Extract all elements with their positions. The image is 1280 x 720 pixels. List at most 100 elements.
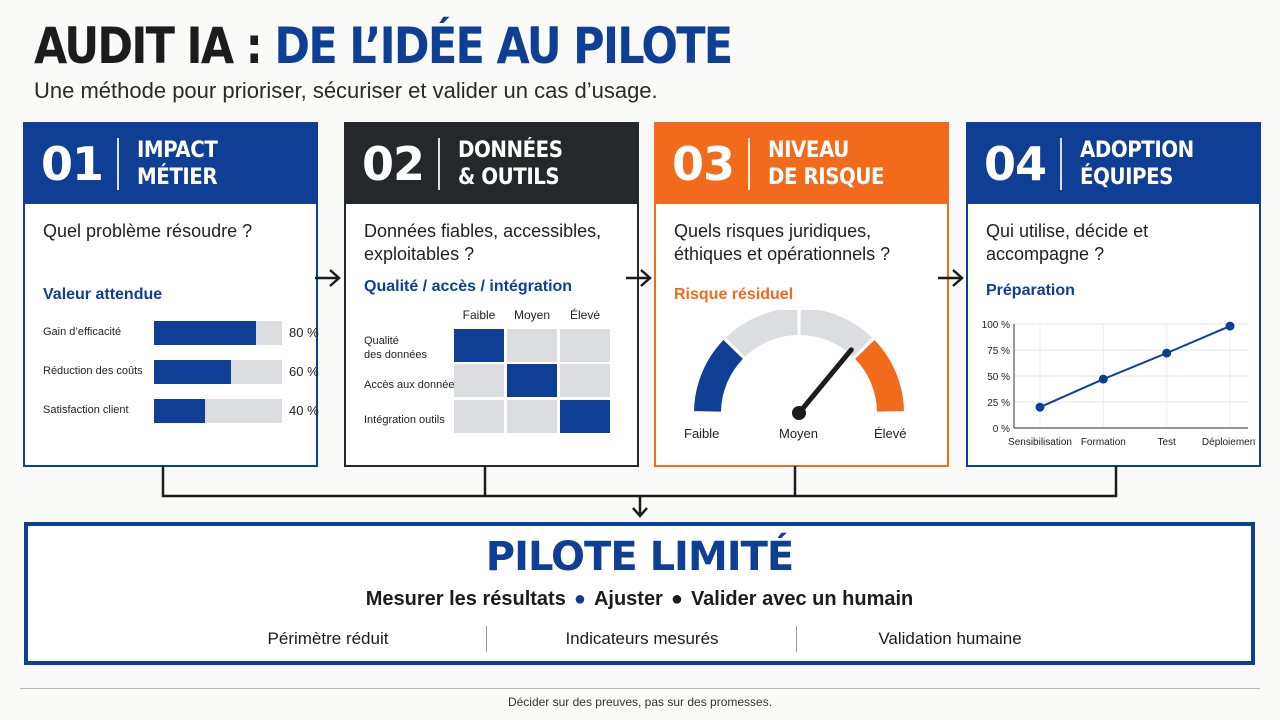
- card-adoption-equipes: 04 ADOPTION ÉQUIPES Qui utilise, décide …: [966, 122, 1261, 467]
- card-question: Qui utilise, décide et accompagne ?: [986, 221, 1149, 264]
- matrix-row-label: Intégration outils: [364, 414, 445, 426]
- bar-label: Satisfaction client: [43, 404, 129, 416]
- x-tick-label: Formation: [1081, 437, 1126, 448]
- y-tick-label: 100 %: [982, 320, 1010, 331]
- matrix-cell: [507, 329, 557, 362]
- pilot-step: Valider avec un humain: [690, 588, 914, 610]
- card-header: 01 IMPACT MÉTIER: [25, 124, 316, 204]
- pilot-title: PILOTE LIMITÉ: [485, 534, 794, 580]
- card-header: 04 ADOPTION ÉQUIPES: [968, 124, 1259, 204]
- matrix-row-label: Qualité des données: [364, 334, 464, 362]
- readiness-line-chart: 100 % 75 % 50 % 25 % 0 % Sensibilisation Forma…: [982, 320, 1256, 448]
- data-point: [1225, 321, 1235, 331]
- bar-track: [154, 399, 282, 423]
- gauge-segment: [800, 310, 872, 357]
- right-arrow-icon: [315, 269, 341, 287]
- gauge-needle: [796, 347, 854, 416]
- footer-text: Décider sur des preuves, pas sur des pro…: [507, 695, 773, 709]
- page-title: AUDIT IA : DE L’IDÉE AU PILOTE: [34, 14, 733, 78]
- divider: [486, 626, 487, 652]
- card-title-line-2: DE RISQUE: [768, 165, 885, 190]
- card-number: 01: [41, 137, 104, 191]
- header-divider: [438, 138, 440, 190]
- card-header: 02 DONNÉES & OUTILS: [346, 124, 637, 204]
- x-tick-label: Test: [1157, 437, 1176, 448]
- connector-lines: [161, 466, 1118, 518]
- card-title: NIVEAU DE RISQUE: [768, 137, 885, 191]
- matrix-column-label: Faible: [462, 308, 496, 322]
- title-part-1: AUDIT IA :: [34, 17, 275, 75]
- matrix-cell: [560, 400, 610, 433]
- bar-row: Gain d’efficacité 80 %: [43, 321, 319, 347]
- pilot-step: Mesurer les résultats: [365, 588, 566, 610]
- bar-label: Réduction des coûts: [43, 365, 143, 377]
- matrix-column-label: Élevé: [569, 308, 601, 322]
- section-title: Qualité / accès / intégration: [364, 278, 573, 295]
- pilot-step: Ajuster: [593, 588, 663, 610]
- card-title: IMPACT MÉTIER: [137, 137, 218, 191]
- risk-gauge: [694, 310, 904, 420]
- card-title-line-1: NIVEAU: [768, 138, 849, 163]
- footer-divider: [20, 688, 1260, 689]
- section-title: Valeur attendue: [43, 286, 163, 303]
- data-point: [1035, 402, 1045, 412]
- page-subtitle: Une méthode pour prioriser, sécuriser et…: [34, 78, 658, 103]
- card-impact-metier: 01 IMPACT MÉTIER Quel problème résoudre …: [23, 122, 319, 467]
- y-tick-label: 75 %: [987, 346, 1010, 357]
- card-title-line-1: DONNÉES: [458, 138, 563, 163]
- right-arrow-icon: [938, 269, 964, 287]
- pilot-items: Périmètre réduit Indicateurs mesurés Val…: [28, 626, 1251, 652]
- card-number: 03: [672, 137, 735, 191]
- bar-row: Réduction des coûts 60 %: [43, 360, 319, 386]
- bar-fill: [154, 399, 206, 423]
- bullet-icon: ●: [670, 588, 683, 610]
- bullet-icon: ●: [573, 588, 586, 610]
- matrix-cell: [454, 329, 504, 362]
- card-title: ADOPTION ÉQUIPES: [1080, 137, 1194, 191]
- card-title-line-2: MÉTIER: [137, 165, 218, 190]
- card-title-line-2: ÉQUIPES: [1080, 165, 1173, 190]
- row-label-line-2: des données: [364, 349, 427, 361]
- header-divider: [1060, 138, 1062, 190]
- bar-row: Satisfaction client 40 %: [43, 399, 319, 425]
- matrix-cell: [560, 364, 610, 397]
- bar-track: [154, 321, 282, 345]
- card-title-line-2: & OUTILS: [458, 165, 560, 190]
- bar-value: 80 %: [289, 325, 319, 340]
- series-line: [1039, 325, 1231, 409]
- matrix-cell: [507, 400, 557, 433]
- gauge-segment: [726, 310, 798, 357]
- matrix-cell: [454, 400, 504, 433]
- data-point: [1098, 374, 1108, 384]
- x-tick-label: Sensibilisation: [1008, 437, 1072, 448]
- pilot-box: PILOTE LIMITÉ Mesurer les résultats ● Ajus…: [24, 522, 1255, 665]
- bar-fill: [154, 360, 231, 384]
- bar-label: Gain d’efficacité: [43, 326, 122, 338]
- bar-fill: [154, 321, 257, 345]
- matrix-cell: [560, 329, 610, 362]
- card-question: Quels risques juridiques, éthiques et op…: [674, 221, 891, 264]
- row-label-line-1: Qualité: [364, 335, 399, 347]
- y-tick-label: 0 %: [993, 424, 1010, 435]
- section-title: Préparation: [986, 282, 1075, 299]
- pilot-steps: Mesurer les résultats ● Ajuster ● Valider av…: [28, 588, 1251, 611]
- bar-value: 60 %: [289, 364, 319, 379]
- card-title: DONNÉES & OUTILS: [458, 137, 563, 191]
- divider: [796, 626, 797, 652]
- header-divider: [117, 138, 119, 190]
- card-number: 02: [362, 137, 425, 191]
- matrix-column-label: Moyen: [513, 308, 551, 322]
- header-divider: [748, 138, 750, 190]
- section-title: Risque résiduel: [674, 286, 794, 303]
- bar-value: 40 %: [289, 403, 319, 418]
- card-number: 04: [984, 137, 1047, 191]
- matrix-row-label: Accès aux données: [364, 379, 461, 391]
- gauge-label-mid: Moyen: [779, 426, 819, 441]
- y-tick-label: 50 %: [987, 372, 1010, 383]
- matrix-cell: [507, 364, 557, 397]
- gauge-segment: [855, 340, 904, 412]
- right-arrow-icon: [626, 269, 652, 287]
- title-part-2: DE L’IDÉE AU PILOTE: [274, 17, 733, 75]
- card-title-line-1: ADOPTION: [1080, 138, 1194, 163]
- card-question: Données fiables, accessibles, exploitabl…: [364, 221, 602, 264]
